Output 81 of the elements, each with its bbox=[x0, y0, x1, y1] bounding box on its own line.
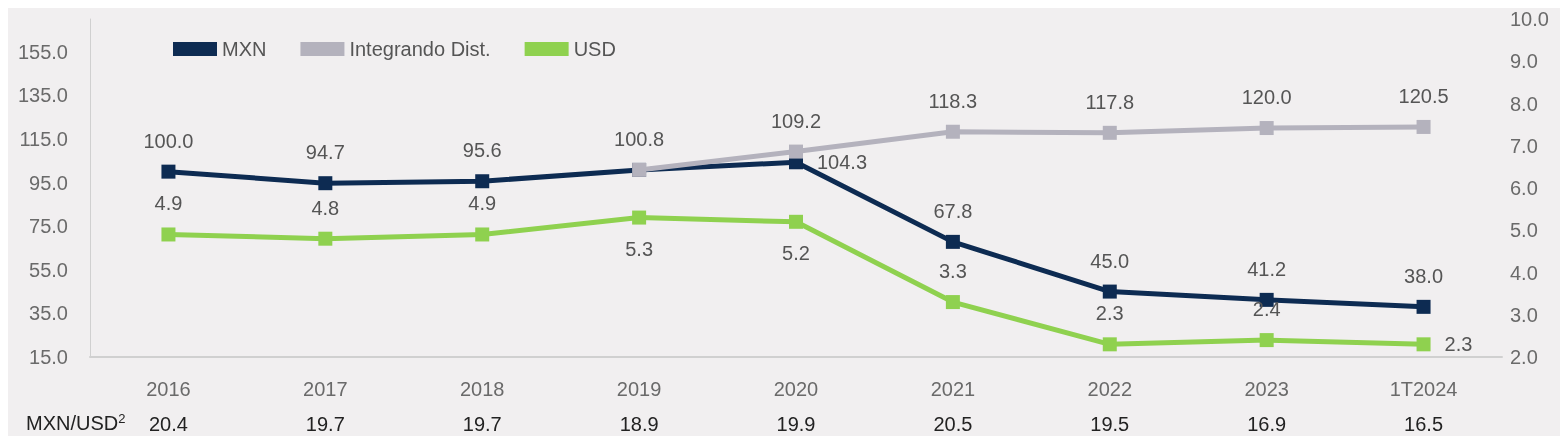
data-label: 3.3 bbox=[938, 260, 967, 283]
y2-tick-label: 9.0 bbox=[1510, 50, 1538, 73]
data-label: 118.3 bbox=[928, 89, 978, 112]
data-label: 2.3 bbox=[1095, 302, 1124, 325]
data-label: 4.9 bbox=[154, 192, 183, 215]
point bbox=[945, 124, 960, 139]
text: 19.9 bbox=[776, 413, 816, 435]
y2-tick-label: 2.0 bbox=[1510, 346, 1538, 368]
data-label: 38.0 bbox=[1404, 264, 1444, 287]
data-label: 100.0 bbox=[143, 129, 194, 152]
data-label: 94.7 bbox=[305, 141, 345, 164]
data-label: 5.2 bbox=[782, 241, 810, 264]
text: 16.9 bbox=[1247, 413, 1287, 435]
y2-tick-label: 7.0 bbox=[1510, 134, 1538, 157]
point bbox=[161, 227, 176, 242]
data-label: 120.5 bbox=[1398, 84, 1449, 107]
point bbox=[475, 227, 490, 242]
x-tick-label: 2021 bbox=[930, 378, 976, 400]
point bbox=[789, 144, 803, 159]
point bbox=[318, 176, 333, 191]
point bbox=[1259, 333, 1274, 348]
data-label: 117.8 bbox=[1085, 90, 1135, 113]
data-label: 5.3 bbox=[625, 237, 654, 260]
x-tick-label: 1T2024 bbox=[1389, 378, 1458, 400]
y2-tick-label: 10.0 bbox=[1510, 8, 1549, 30]
text: 19.7 bbox=[462, 413, 502, 435]
data-label: 67.8 bbox=[933, 199, 973, 222]
data-label: 109.2 bbox=[770, 109, 822, 132]
data-label: 2.4 bbox=[1252, 298, 1281, 321]
y-tick-label: 95.0 bbox=[29, 171, 68, 194]
point bbox=[1102, 337, 1117, 352]
point bbox=[1259, 121, 1274, 136]
y-tick-label: 75.0 bbox=[29, 215, 68, 238]
point bbox=[789, 214, 803, 229]
x-tick-label: 2017 bbox=[303, 378, 348, 400]
y-tick-label: 35.0 bbox=[29, 302, 68, 325]
y2-tick-label: 8.0 bbox=[1510, 92, 1538, 115]
y2-tick-label: 4.0 bbox=[1510, 261, 1538, 284]
point bbox=[161, 164, 176, 179]
data-label: 4.9 bbox=[468, 192, 497, 215]
text: 20.5 bbox=[933, 413, 973, 435]
x-tick-label: 2018 bbox=[459, 378, 505, 400]
data-label: 100.8 bbox=[614, 127, 665, 150]
point bbox=[945, 234, 960, 249]
data-label: 45.0 bbox=[1090, 249, 1130, 272]
y-tick-label: 115.0 bbox=[19, 127, 68, 150]
x-tick-label: 2019 bbox=[616, 378, 662, 400]
y2-tick-label: 6.0 bbox=[1510, 177, 1538, 199]
point bbox=[1102, 284, 1117, 299]
text: 19.7 bbox=[305, 413, 345, 435]
point bbox=[945, 295, 960, 310]
data-label: 2.3 bbox=[1444, 333, 1473, 356]
legend-label: Integrando Dist. bbox=[349, 38, 491, 60]
text: 19.5 bbox=[1090, 413, 1130, 435]
x-tick-label: 2023 bbox=[1244, 378, 1289, 400]
point bbox=[1416, 119, 1431, 134]
y-tick-label: 55.0 bbox=[29, 258, 68, 281]
data-label: 41.2 bbox=[1247, 257, 1287, 280]
y-tick-label: 135.0 bbox=[17, 84, 68, 107]
legend-label: MXN bbox=[222, 38, 267, 60]
y2-tick-label: 3.0 bbox=[1510, 303, 1538, 326]
text: 20.4 bbox=[148, 413, 188, 435]
point bbox=[632, 210, 647, 225]
point bbox=[1416, 337, 1431, 352]
x-tick-label: 2016 bbox=[146, 378, 191, 400]
x-tick-label: 2020 bbox=[773, 378, 819, 400]
point bbox=[1416, 299, 1431, 314]
data-label: 120.0 bbox=[1241, 86, 1292, 109]
y-tick-label: 15.0 bbox=[29, 346, 68, 368]
x-tick-label: 2022 bbox=[1087, 378, 1133, 400]
point bbox=[1102, 125, 1117, 140]
legend-label: USD bbox=[573, 38, 616, 60]
text: 16.5 bbox=[1404, 413, 1444, 435]
data-label: 4.8 bbox=[311, 196, 340, 219]
text: 18.9 bbox=[619, 413, 659, 435]
point bbox=[318, 231, 333, 246]
point bbox=[475, 174, 490, 189]
y-tick-label: 155.0 bbox=[17, 40, 68, 63]
data-label: 104.3 bbox=[817, 151, 868, 174]
y2-tick-label: 5.0 bbox=[1510, 219, 1538, 242]
data-label: 95.6 bbox=[462, 139, 502, 162]
